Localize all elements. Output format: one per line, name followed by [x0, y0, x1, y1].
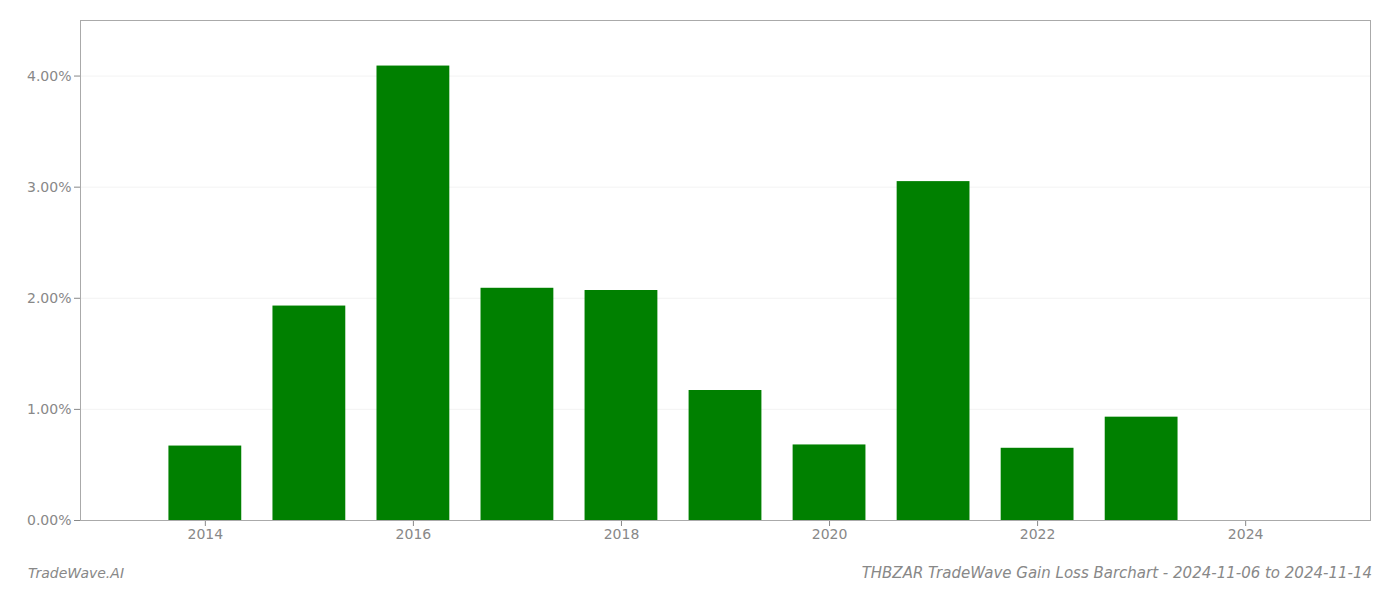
svg-text:2020: 2020	[812, 526, 848, 542]
svg-text:4.00%: 4.00%	[27, 68, 71, 84]
svg-text:3.00%: 3.00%	[27, 179, 71, 195]
html-text:TradeWave.AI: TradeWave.AI	[28, 565, 124, 581]
svg-text:2.00%: 2.00%	[27, 290, 71, 306]
svg-text:0.00%: 0.00%	[27, 512, 71, 528]
svg-text:2024: 2024	[1228, 526, 1264, 542]
svg-text:2022: 2022	[1020, 526, 1056, 542]
html-text:THBZAR TradeWave Gain Loss Bar: THBZAR TradeWave Gain Loss Barchart - 20…	[861, 564, 1372, 582]
svg-text:2018: 2018	[604, 526, 640, 542]
svg-text:2014: 2014	[188, 526, 224, 542]
svg-text:1.00%: 1.00%	[27, 401, 71, 417]
svg-text:2016: 2016	[396, 526, 432, 542]
